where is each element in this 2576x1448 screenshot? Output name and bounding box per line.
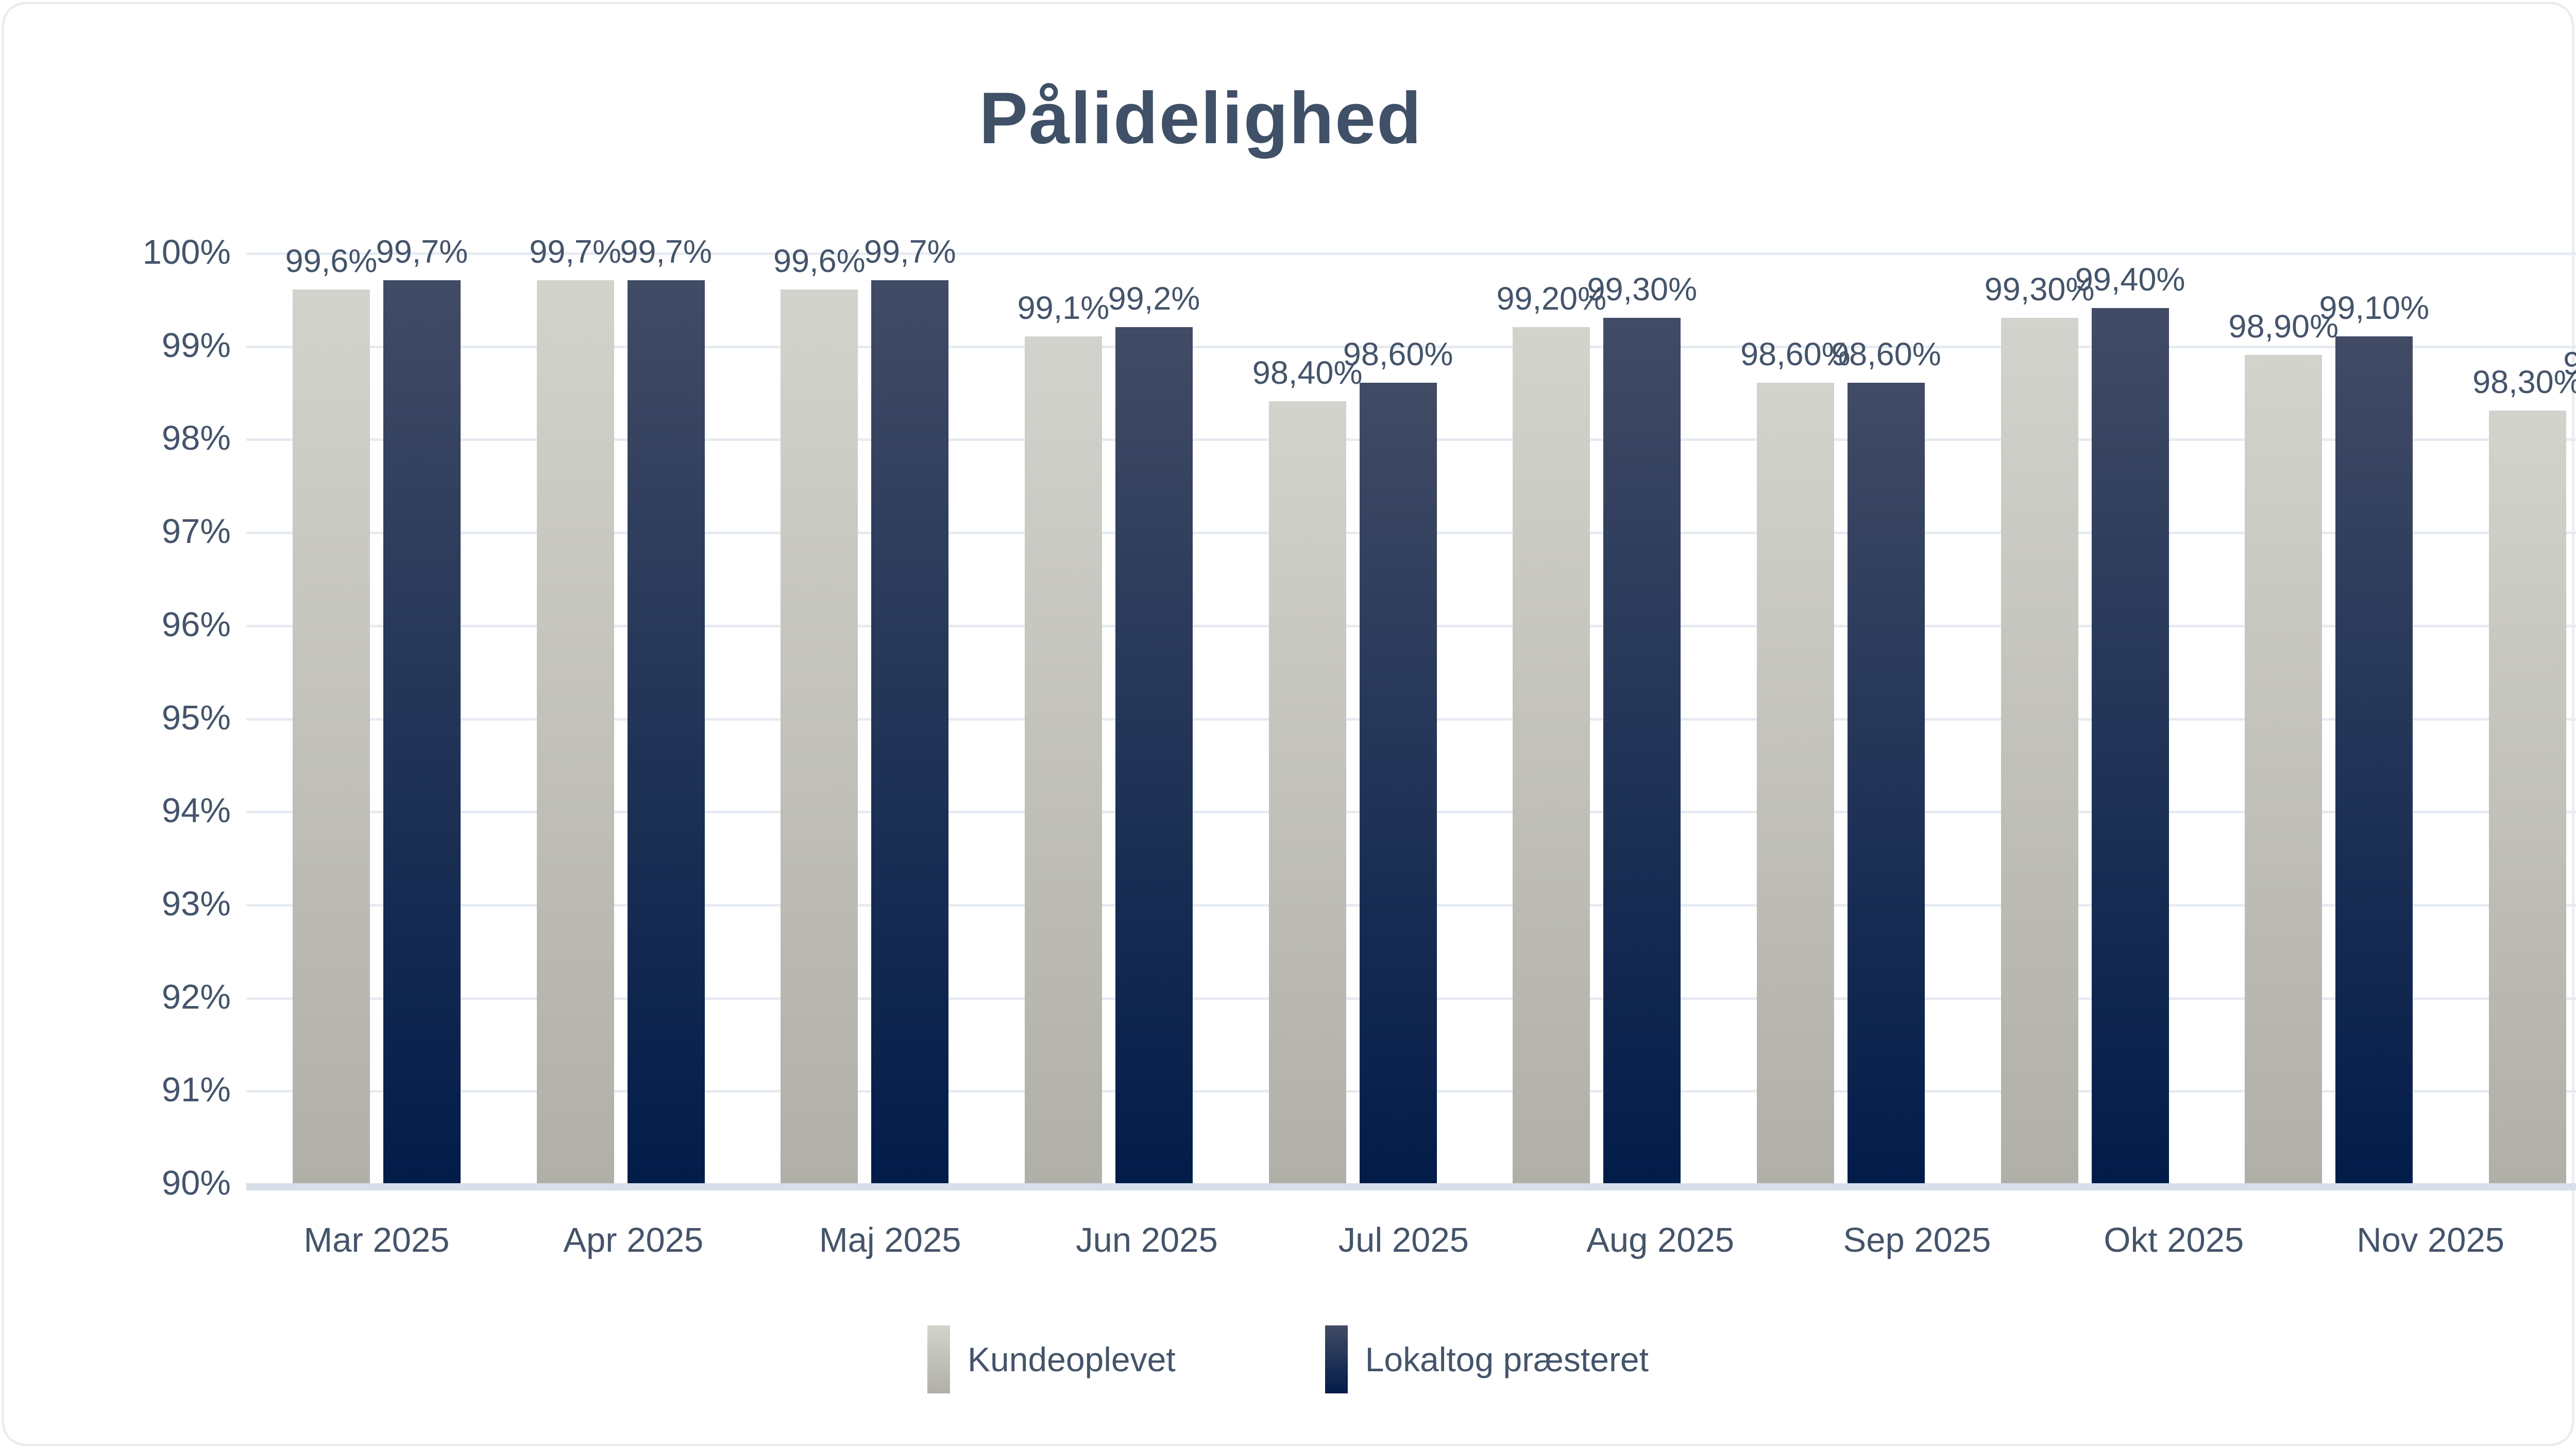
- y-tick-label: 97%: [161, 512, 231, 551]
- chart-title: Pålidelighed: [979, 77, 1422, 159]
- bar: 99,7%: [376, 235, 468, 1183]
- bar: 99,30%: [1985, 272, 2094, 1183]
- bar: 99,10%: [2319, 291, 2429, 1183]
- bar-data-label: 98,60%: [1740, 336, 1851, 372]
- bar-data-label: 99,30%: [1587, 271, 1698, 308]
- x-category-label: Aug 2025: [1586, 1221, 1735, 1259]
- bar-data-label: 99,30%: [1984, 271, 2095, 308]
- bar: 99,7%: [864, 235, 956, 1183]
- bar-group: 98,90% 99,10%: [2228, 252, 2429, 1183]
- legend-swatch: [927, 1325, 950, 1393]
- x-category-label: Maj 2025: [819, 1221, 961, 1259]
- bar-data-label: 99,1%: [1017, 289, 1110, 326]
- bar-data-label: 99,7%: [863, 234, 956, 270]
- bar-group: 99,1% 99,2%: [1018, 252, 1200, 1183]
- bar-data-label: 99,2%: [1108, 280, 1200, 317]
- x-category-label: Sep 2025: [1843, 1221, 1991, 1259]
- bar: 98,60%: [1740, 337, 1851, 1183]
- bar: 99,20%: [1496, 282, 1606, 1183]
- bar-data-label: 99,10%: [2319, 289, 2430, 326]
- y-tick-label: 91%: [161, 1070, 231, 1110]
- x-category-label: Apr 2025: [563, 1221, 704, 1259]
- bar-data-label: 99,6%: [285, 243, 378, 280]
- bar-data-label: 98,90%: [2228, 308, 2339, 345]
- bar-group: 99,7% 99,7%: [529, 235, 712, 1183]
- x-axis: Mar 2025 Apr 2025 Maj 2025 Jun 2025 Jul 2025…: [246, 1220, 2576, 1261]
- bar: 99,6%: [285, 244, 377, 1183]
- bar-data-label: 98,50%: [2563, 346, 2576, 382]
- bar: 99,1%: [1018, 291, 1109, 1183]
- y-tick-label: 95%: [161, 698, 231, 737]
- bar: 98,60%: [1343, 337, 1453, 1183]
- bar: 99,2%: [1108, 282, 1200, 1183]
- bar: 98,40%: [1252, 356, 1362, 1183]
- bar-group: 99,6% 99,7%: [773, 235, 956, 1183]
- bar: 99,7%: [620, 235, 712, 1183]
- bars-row: 99,6% 99,7% 99,7% 99,7% 99,6% 99,7% 99,1% 99,2%…: [246, 235, 2576, 1183]
- x-category-label: Mar 2025: [303, 1221, 450, 1259]
- plot-area: 99,6% 99,7% 99,7% 99,7% 99,6% 99,7% 99,1% 99,2%…: [246, 235, 2576, 1190]
- bar-data-label: 99,40%: [2075, 262, 2185, 298]
- bar-data-label: 99,7%: [376, 234, 468, 270]
- x-category-label: Jun 2025: [1076, 1221, 1218, 1259]
- bar-data-label: 99,7%: [620, 234, 712, 270]
- bar: 98,60%: [1831, 337, 1941, 1183]
- bar-data-label: 99,20%: [1496, 280, 1607, 317]
- legend-swatch: [1325, 1325, 1348, 1393]
- legend: Kundeoplevet Lokaltog præsteret: [4, 1325, 2572, 1393]
- x-axis-line: [246, 1183, 2576, 1190]
- bar-data-label: 98,40%: [1252, 355, 1363, 391]
- bar-data-label: 98,30%: [2472, 364, 2576, 401]
- y-tick-label: 98%: [161, 419, 231, 458]
- bar-data-label: 99,7%: [529, 234, 621, 270]
- y-tick-label: 100%: [142, 233, 231, 271]
- bar: 98,30%: [2472, 365, 2576, 1183]
- x-category-label: Okt 2025: [2104, 1221, 2244, 1259]
- bar-data-label: 99,6%: [773, 243, 866, 280]
- bar: 99,30%: [1587, 272, 1697, 1183]
- y-tick-label: 96%: [161, 605, 231, 644]
- x-category-label: Nov 2025: [2357, 1221, 2505, 1259]
- bar-group: 99,30% 99,40%: [1985, 252, 2185, 1183]
- legend-item: Kundeoplevet: [927, 1325, 1176, 1393]
- bar: 99,6%: [773, 244, 866, 1183]
- bar-group: 99,20% 99,30%: [1496, 252, 1697, 1183]
- y-tick-label: 90%: [161, 1164, 231, 1202]
- bar-data-label: 98,60%: [1831, 336, 1941, 372]
- y-axis: 100% 99% 98% 97% 96% 95% 94% 93% 92% 91% 90%: [35, 233, 231, 1202]
- legend-label: Lokaltog præsteret: [1365, 1340, 1649, 1378]
- bar: 99,40%: [2075, 263, 2185, 1183]
- y-tick-label: 93%: [161, 884, 231, 923]
- bar-group: 99,6% 99,7%: [285, 235, 468, 1183]
- bar-group: 98,30%98,50%: [2472, 252, 2576, 1183]
- legend-item: Lokaltog præsteret: [1325, 1325, 1649, 1393]
- bar: 98,90%: [2228, 310, 2338, 1183]
- gridline: [246, 345, 2576, 348]
- bar: 99,7%: [529, 235, 621, 1183]
- legend-label: Kundeoplevet: [968, 1340, 1176, 1378]
- y-tick-label: 92%: [161, 977, 231, 1016]
- bar-data-label: 98,60%: [1343, 336, 1453, 372]
- gridline: [246, 252, 2576, 255]
- y-tick-label: 99%: [161, 326, 231, 365]
- y-tick-label: 94%: [161, 791, 231, 830]
- bar-group: 98,60% 98,60%: [1740, 252, 1941, 1183]
- x-category-label: Jul 2025: [1338, 1221, 1469, 1259]
- bar-group: 98,40% 98,60%: [1252, 252, 1453, 1183]
